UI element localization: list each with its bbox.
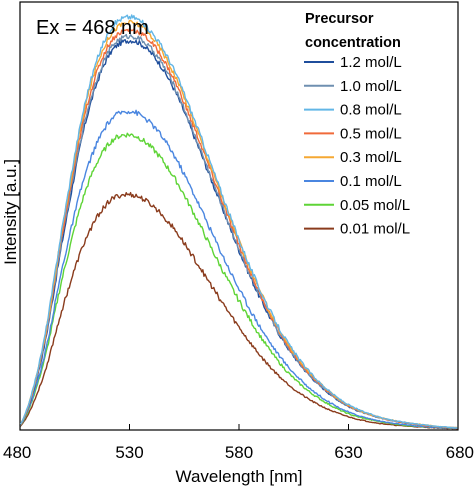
legend-label: 0.01 mol/L [340,221,410,238]
legend-label: 0.5 mol/L [340,125,402,142]
x-axis-label: Wavelength [nm] [176,467,303,486]
legend-label: 0.8 mol/L [340,102,402,119]
y-axis-label: Intensity [a.u.] [1,159,20,265]
legend-items: 1.2 mol/L 1.0 mol/L 0.8 mol/L 0.5 mol/L 0.3 … [304,54,410,238]
x-tick-label-480: 480 [3,443,31,462]
series-line-0.8-mol-L [19,14,459,429]
x-tick-label-680: 680 [446,443,474,462]
legend-label: 1.0 mol/L [340,78,402,95]
legend: Precursor concentration 1.2 mol/L 1.0 mol… [304,11,410,238]
legend-label: 0.3 mol/L [340,149,402,166]
excitation-annotation: Ex = 468 nm [36,17,149,39]
legend-label: 0.05 mol/L [340,197,410,214]
series-layer [19,14,459,430]
series-line-0.01-mol-L [19,191,459,430]
legend-label: 0.1 mol/L [340,173,402,190]
x-axis-ticks: 480 530 580 630 680 [3,424,474,462]
series-line-0.1-mol-L [19,109,459,430]
x-tick-label-530: 530 [115,443,143,462]
series-line-0.05-mol-L [19,132,459,430]
legend-label: 1.2 mol/L [340,54,402,71]
x-tick-label-630: 630 [334,443,362,462]
legend-title-line-2: concentration [305,35,401,51]
legend-title-line-1: Precursor [305,11,374,27]
x-tick-label-580: 580 [225,443,253,462]
